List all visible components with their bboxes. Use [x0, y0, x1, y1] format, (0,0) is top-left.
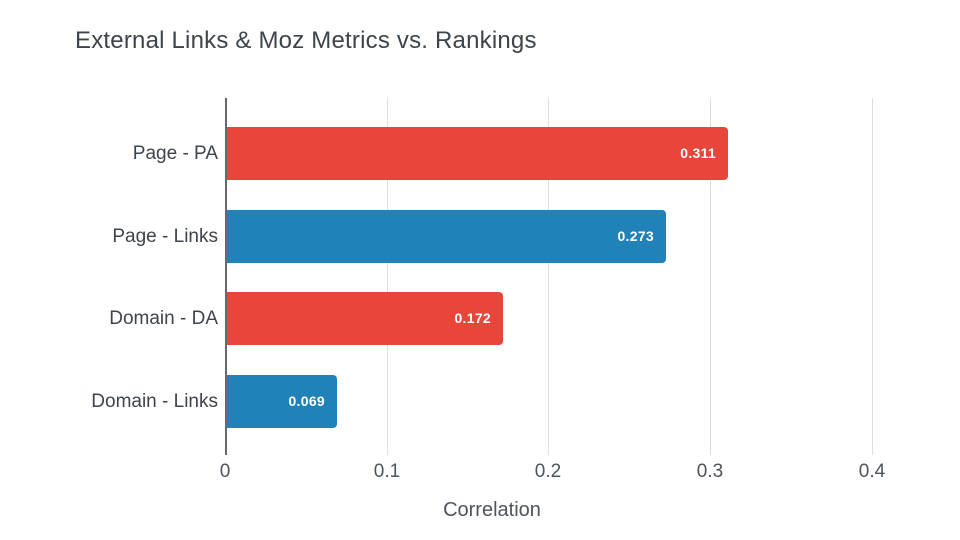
y-axis-line [225, 98, 227, 455]
x-tick-label-0: 0 [219, 461, 231, 482]
gridline-x-0.1 [387, 98, 388, 455]
x-tick-label-0.2: 0.2 [534, 461, 562, 482]
bar-page-pa: 0.311 [227, 127, 728, 180]
x-tick-label-0.4: 0.4 [858, 461, 886, 482]
category-label-domain-links: Domain - Links [91, 390, 218, 412]
plot-area: 0.311 0.273 0.172 0.069 [225, 98, 925, 455]
bar-domain-da: 0.172 [227, 292, 503, 345]
x-axis-title: Correlation [443, 499, 541, 521]
bar-value-label: 0.069 [288, 393, 325, 409]
x-tick-label-0.1: 0.1 [373, 461, 401, 482]
gridline-x-0.2 [548, 98, 549, 455]
bar-value-label: 0.172 [454, 310, 491, 326]
category-label-page-links: Page - Links [112, 225, 218, 247]
gridline-x-0.4 [872, 98, 873, 455]
bar-page-links: 0.273 [227, 210, 666, 263]
bar-value-label: 0.273 [617, 228, 654, 244]
category-label-page-pa: Page - PA [132, 142, 218, 164]
bar-domain-links: 0.069 [227, 375, 337, 428]
category-label-domain-da: Domain - DA [109, 307, 218, 329]
gridline-x-0.3 [710, 98, 711, 455]
x-tick-label-0.3: 0.3 [696, 461, 724, 482]
bar-value-label: 0.311 [680, 145, 716, 161]
chart-title: External Links & Moz Metrics vs. Ranking… [75, 27, 537, 54]
